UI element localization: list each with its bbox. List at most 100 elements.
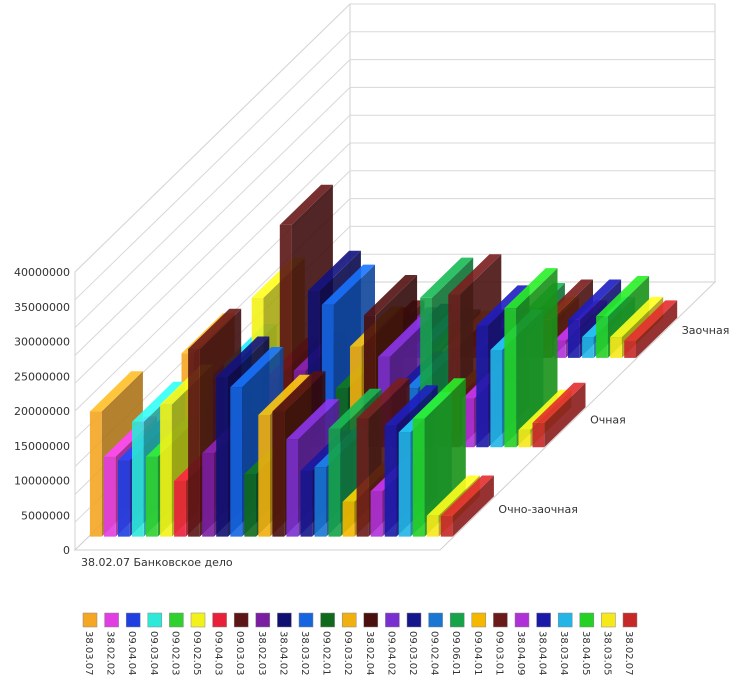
- bar-front: [426, 515, 439, 537]
- bar-front: [216, 376, 228, 537]
- y-tick-label: 20000000: [14, 405, 70, 418]
- legend-item: 38.02.02: [104, 612, 119, 676]
- bar-front: [314, 467, 327, 537]
- legend-item: 09.03.01: [493, 612, 508, 676]
- bar-front: [103, 456, 116, 537]
- bar-top: [448, 254, 502, 295]
- legend-label: 09.02.04: [429, 631, 440, 676]
- bar-top: [378, 316, 432, 357]
- gridline: [74, 86, 715, 356]
- bar-front: [518, 429, 531, 448]
- bar-front: [596, 316, 608, 358]
- legend-item: 38.04.02: [277, 612, 292, 676]
- bar-front: [202, 453, 214, 537]
- legend-swatch: [233, 612, 249, 628]
- bar-front: [610, 337, 622, 358]
- legend-swatch: [385, 612, 400, 628]
- legend-item: 09.03.02: [341, 612, 357, 676]
- chart-bars: [89, 184, 678, 537]
- legend-item: 09.03.04: [147, 612, 163, 676]
- legend-item: 09.04.04: [125, 612, 141, 676]
- bar-top: [328, 388, 382, 429]
- legend-item: 09.03.02: [406, 612, 422, 676]
- bar-front: [440, 515, 453, 537]
- legend-swatch: [601, 612, 616, 628]
- bar-front: [132, 421, 144, 537]
- bar-front: [342, 501, 355, 537]
- bar-front: [118, 460, 130, 537]
- legend-item: 09.02.05: [190, 612, 206, 676]
- legend-label: 09.06.01: [450, 631, 461, 676]
- legend-swatch: [298, 612, 314, 628]
- bar-top: [286, 399, 340, 440]
- legend-label: 38.02.03: [256, 631, 267, 676]
- legend-label: 38.02.02: [105, 631, 116, 676]
- bar-top: [476, 285, 530, 326]
- bar-front: [89, 411, 102, 537]
- bar-top: [89, 371, 143, 412]
- y-tick-label: 25000000: [14, 370, 70, 383]
- y-tick-label: 5000000: [21, 509, 70, 522]
- bar-front: [258, 415, 271, 537]
- legend-swatch: [363, 612, 379, 628]
- legend-label: 38.03.02: [299, 631, 310, 676]
- bar-front: [328, 428, 341, 537]
- bar-front: [174, 481, 186, 537]
- legend-item: 09.03.03: [233, 612, 249, 676]
- bar-front: [532, 422, 545, 448]
- bar-top: [188, 308, 242, 349]
- legend-swatch: [471, 612, 487, 628]
- bar-top: [412, 378, 466, 419]
- bar-front: [356, 418, 369, 537]
- legend-label: 09.02.03: [169, 631, 180, 676]
- legend-item: 38.03.05: [601, 612, 616, 676]
- legend-label: 38.04.05: [580, 631, 591, 676]
- legend-item: 38.04.09: [514, 612, 530, 676]
- legend-label: 09.02.01: [321, 631, 332, 676]
- bar-top: [504, 268, 558, 309]
- bar-front: [412, 418, 425, 537]
- legend-label: 38.02.04: [364, 631, 375, 676]
- bar: [532, 382, 586, 448]
- legend-item: 09.04.02: [385, 612, 400, 676]
- legend-item: 38.02.07: [622, 612, 638, 676]
- legend-item: 09.02.04: [428, 612, 443, 676]
- legend-swatch: [514, 612, 530, 628]
- legend-swatch: [255, 612, 271, 628]
- y-tick-label: 15000000: [14, 440, 70, 453]
- bar-front: [370, 491, 383, 537]
- legend-label: 09.03.03: [234, 631, 245, 676]
- legend-item: 09.04.03: [212, 612, 227, 676]
- legend-label: 38.04.02: [277, 631, 288, 676]
- legend-swatch: [579, 612, 595, 628]
- legend-label: 09.04.03: [213, 631, 224, 676]
- legend-swatch: [406, 612, 422, 628]
- legend-swatch: [557, 612, 573, 628]
- legend-label: 38.02.07: [623, 631, 634, 676]
- bar-front: [476, 325, 489, 448]
- depth-category-label: Заочная: [682, 324, 730, 337]
- legend-label: 09.04.01: [472, 631, 483, 676]
- legend-swatch: [169, 612, 184, 628]
- gridline: [74, 198, 715, 467]
- depth-category-label: Очная: [590, 414, 626, 427]
- bar-front: [146, 456, 158, 537]
- bar-front: [384, 425, 397, 537]
- legend-swatch: [428, 612, 443, 628]
- legend-swatch: [147, 612, 163, 628]
- legend-label: 09.02.05: [191, 631, 202, 676]
- legend-item: 38.02.03: [255, 612, 271, 676]
- bar-top: [258, 374, 312, 415]
- bar-front: [490, 350, 503, 448]
- legend-item: 38.03.07: [82, 612, 98, 676]
- bar-side: [544, 382, 586, 448]
- bar-top: [132, 381, 185, 422]
- legend-item: 09.02.01: [320, 612, 335, 676]
- gridline: [74, 114, 715, 384]
- bar-front: [300, 470, 313, 537]
- legend-label: 09.03.01: [493, 631, 504, 676]
- y-tick-label: 10000000: [14, 475, 70, 488]
- bar-front: [624, 340, 636, 358]
